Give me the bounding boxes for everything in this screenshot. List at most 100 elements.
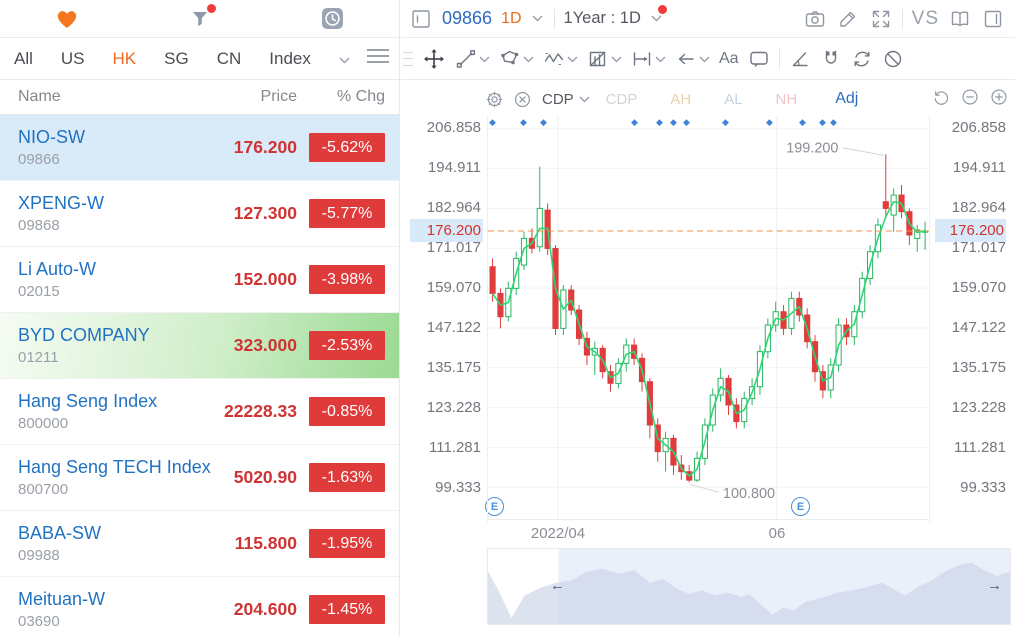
stock-price: 152.000 bbox=[233, 269, 297, 289]
earnings-marker[interactable]: E bbox=[791, 497, 810, 516]
wave-tool[interactable] bbox=[543, 48, 578, 70]
magnet-tool[interactable] bbox=[820, 48, 842, 70]
watchlist-row-01211[interactable]: BYD COMPANY 01211 323.000 -2.53% bbox=[0, 313, 399, 379]
range-selector[interactable]: 1Year : 1D bbox=[563, 9, 641, 27]
news-diamond-icon[interactable]: ◆ bbox=[540, 117, 547, 127]
arrow-left-tool[interactable] bbox=[675, 48, 710, 70]
watchlist-row-800700[interactable]: Hang Seng TECH Index 800700 5020.90 -1.63% bbox=[0, 445, 399, 511]
navigator-left-handle[interactable]: ← bbox=[550, 577, 565, 594]
tab-hk[interactable]: HK bbox=[112, 48, 137, 68]
close-circle-icon[interactable] bbox=[513, 87, 532, 111]
zoom-out-icon[interactable] bbox=[960, 87, 980, 107]
column-chg[interactable]: % Chg bbox=[336, 88, 385, 105]
chevron-down-icon[interactable] bbox=[531, 7, 545, 31]
news-diamond-icon[interactable]: ◆ bbox=[489, 117, 496, 127]
draw-pencil-icon[interactable] bbox=[836, 7, 860, 31]
watchlist-row-09988[interactable]: BABA-SW 09988 115.800 -1.95% bbox=[0, 511, 399, 577]
disable-tool[interactable] bbox=[882, 48, 904, 70]
info-panel-icon[interactable] bbox=[981, 7, 1005, 31]
news-diamond-icon[interactable]: ◆ bbox=[683, 117, 690, 127]
stock-names: Hang Seng Index 800000 bbox=[18, 391, 209, 432]
vs-compare-button[interactable]: VS bbox=[911, 7, 939, 29]
screenshot-camera-icon[interactable] bbox=[803, 7, 827, 31]
x-axis-label: 06 bbox=[768, 525, 786, 542]
stock-price: 115.800 bbox=[234, 533, 297, 553]
angle-tool[interactable] bbox=[789, 48, 811, 70]
indicator-selector[interactable]: CDP bbox=[542, 90, 574, 108]
chevron-down-icon[interactable] bbox=[579, 90, 590, 108]
news-diamond-icon[interactable]: ◆ bbox=[819, 117, 826, 127]
book-icon[interactable] bbox=[948, 7, 972, 31]
watchlist-toolbar bbox=[0, 0, 399, 38]
chevron-down-icon[interactable] bbox=[650, 4, 667, 31]
tab-all[interactable]: All bbox=[14, 48, 33, 68]
chevron-down-icon[interactable] bbox=[339, 49, 350, 69]
watchlist-row-09868[interactable]: XPENG-W 09868 127.300 -5.77% bbox=[0, 181, 399, 247]
watchlist-row-02015[interactable]: Li Auto-W 02015 152.000 -3.98% bbox=[0, 247, 399, 313]
watchlist-rows: NIO-SW 09866 176.200 -5.62% XPENG-W 09868 127.… bbox=[0, 115, 399, 636]
symbol-code[interactable]: 09866 bbox=[442, 8, 493, 28]
news-diamond-icon[interactable]: ◆ bbox=[631, 117, 638, 127]
adjust-toggle[interactable]: Adj bbox=[835, 90, 859, 107]
stock-name: Hang Seng TECH Index bbox=[18, 457, 211, 477]
zoom-in-icon[interactable] bbox=[989, 87, 1009, 107]
news-diamond-icon[interactable]: ◆ bbox=[670, 117, 677, 127]
indicator-al-faded[interactable]: AL bbox=[724, 90, 743, 108]
stock-name: XPENG-W bbox=[18, 193, 105, 213]
fullscreen-icon[interactable] bbox=[869, 7, 893, 31]
chart-navigator[interactable]: ← → bbox=[487, 548, 1011, 625]
y-axis-value: 182.964 bbox=[951, 198, 1006, 216]
comment-tool[interactable] bbox=[748, 48, 770, 70]
tab-us[interactable]: US bbox=[60, 48, 85, 68]
column-name[interactable]: Name bbox=[18, 88, 61, 105]
measure-tool[interactable] bbox=[631, 48, 666, 70]
stock-code: 09988 bbox=[18, 547, 60, 564]
change-badge: -5.62% bbox=[309, 133, 385, 162]
indicator-ah-faded[interactable]: AH bbox=[670, 90, 692, 108]
tab-index[interactable]: Index bbox=[269, 48, 311, 68]
indicator-cdp-faded[interactable]: CDP bbox=[605, 90, 638, 108]
news-diamond-icon[interactable]: ◆ bbox=[766, 117, 773, 127]
stock-code: 03690 bbox=[18, 613, 60, 630]
tab-cn[interactable]: CN bbox=[216, 48, 242, 68]
replay-tool[interactable] bbox=[851, 48, 873, 70]
drag-handle[interactable] bbox=[403, 48, 413, 70]
chart-layout-icon[interactable] bbox=[409, 7, 433, 31]
notification-dot bbox=[206, 3, 216, 13]
navigator-right-handle[interactable]: → bbox=[987, 577, 1002, 594]
screener-funnel-icon[interactable] bbox=[187, 3, 216, 32]
trendline-tool[interactable] bbox=[455, 48, 490, 70]
change-badge: -1.45% bbox=[309, 595, 385, 624]
news-diamond-icon[interactable]: ◆ bbox=[722, 117, 729, 127]
menu-hamburger-icon[interactable] bbox=[366, 48, 390, 69]
y-axis-value: 194.911 bbox=[952, 158, 1006, 176]
move-tool[interactable] bbox=[422, 47, 446, 71]
text-tool[interactable]: Aa bbox=[719, 49, 739, 67]
news-diamond-icon[interactable]: ◆ bbox=[799, 117, 806, 127]
navigator-minimap[interactable] bbox=[488, 549, 1010, 624]
favorites-heart-icon[interactable] bbox=[54, 6, 80, 32]
stock-code: 02015 bbox=[18, 283, 60, 300]
undo-icon[interactable] bbox=[931, 87, 951, 107]
watchlist-row-800000[interactable]: Hang Seng Index 800000 22228.33 -0.85% bbox=[0, 379, 399, 445]
history-clock-icon[interactable] bbox=[320, 6, 346, 32]
news-diamond-icon[interactable]: ◆ bbox=[520, 117, 527, 127]
pattern-tool[interactable] bbox=[587, 48, 622, 70]
earnings-marker[interactable]: E bbox=[485, 497, 504, 516]
news-diamond-icon[interactable]: ◆ bbox=[656, 117, 663, 127]
watchlist-row-03690[interactable]: Meituan-W 03690 204.600 -1.45% bbox=[0, 577, 399, 636]
tab-sg[interactable]: SG bbox=[164, 48, 189, 68]
news-diamond-icon[interactable]: ◆ bbox=[830, 117, 837, 127]
chart-area: CDP CDP AH AL NH Adj 206.858 194.911 182.964 171… bbox=[401, 81, 1015, 636]
interval-label[interactable]: 1D bbox=[501, 9, 522, 27]
x-axis-label: 2022/04 bbox=[530, 525, 586, 542]
settings-gear-icon[interactable] bbox=[485, 87, 504, 111]
chart-zoom-controls bbox=[931, 87, 1009, 107]
stock-name: NIO-SW bbox=[18, 127, 85, 147]
indicator-nh-faded[interactable]: NH bbox=[775, 90, 798, 108]
polygon-tool[interactable] bbox=[499, 48, 534, 70]
candlestick-chart[interactable]: 199.200 100.800 bbox=[487, 115, 930, 522]
low-annotation: 100.800 bbox=[723, 486, 775, 502]
watchlist-row-09866[interactable]: NIO-SW 09866 176.200 -5.62% bbox=[0, 115, 399, 181]
column-price[interactable]: Price bbox=[260, 88, 297, 105]
